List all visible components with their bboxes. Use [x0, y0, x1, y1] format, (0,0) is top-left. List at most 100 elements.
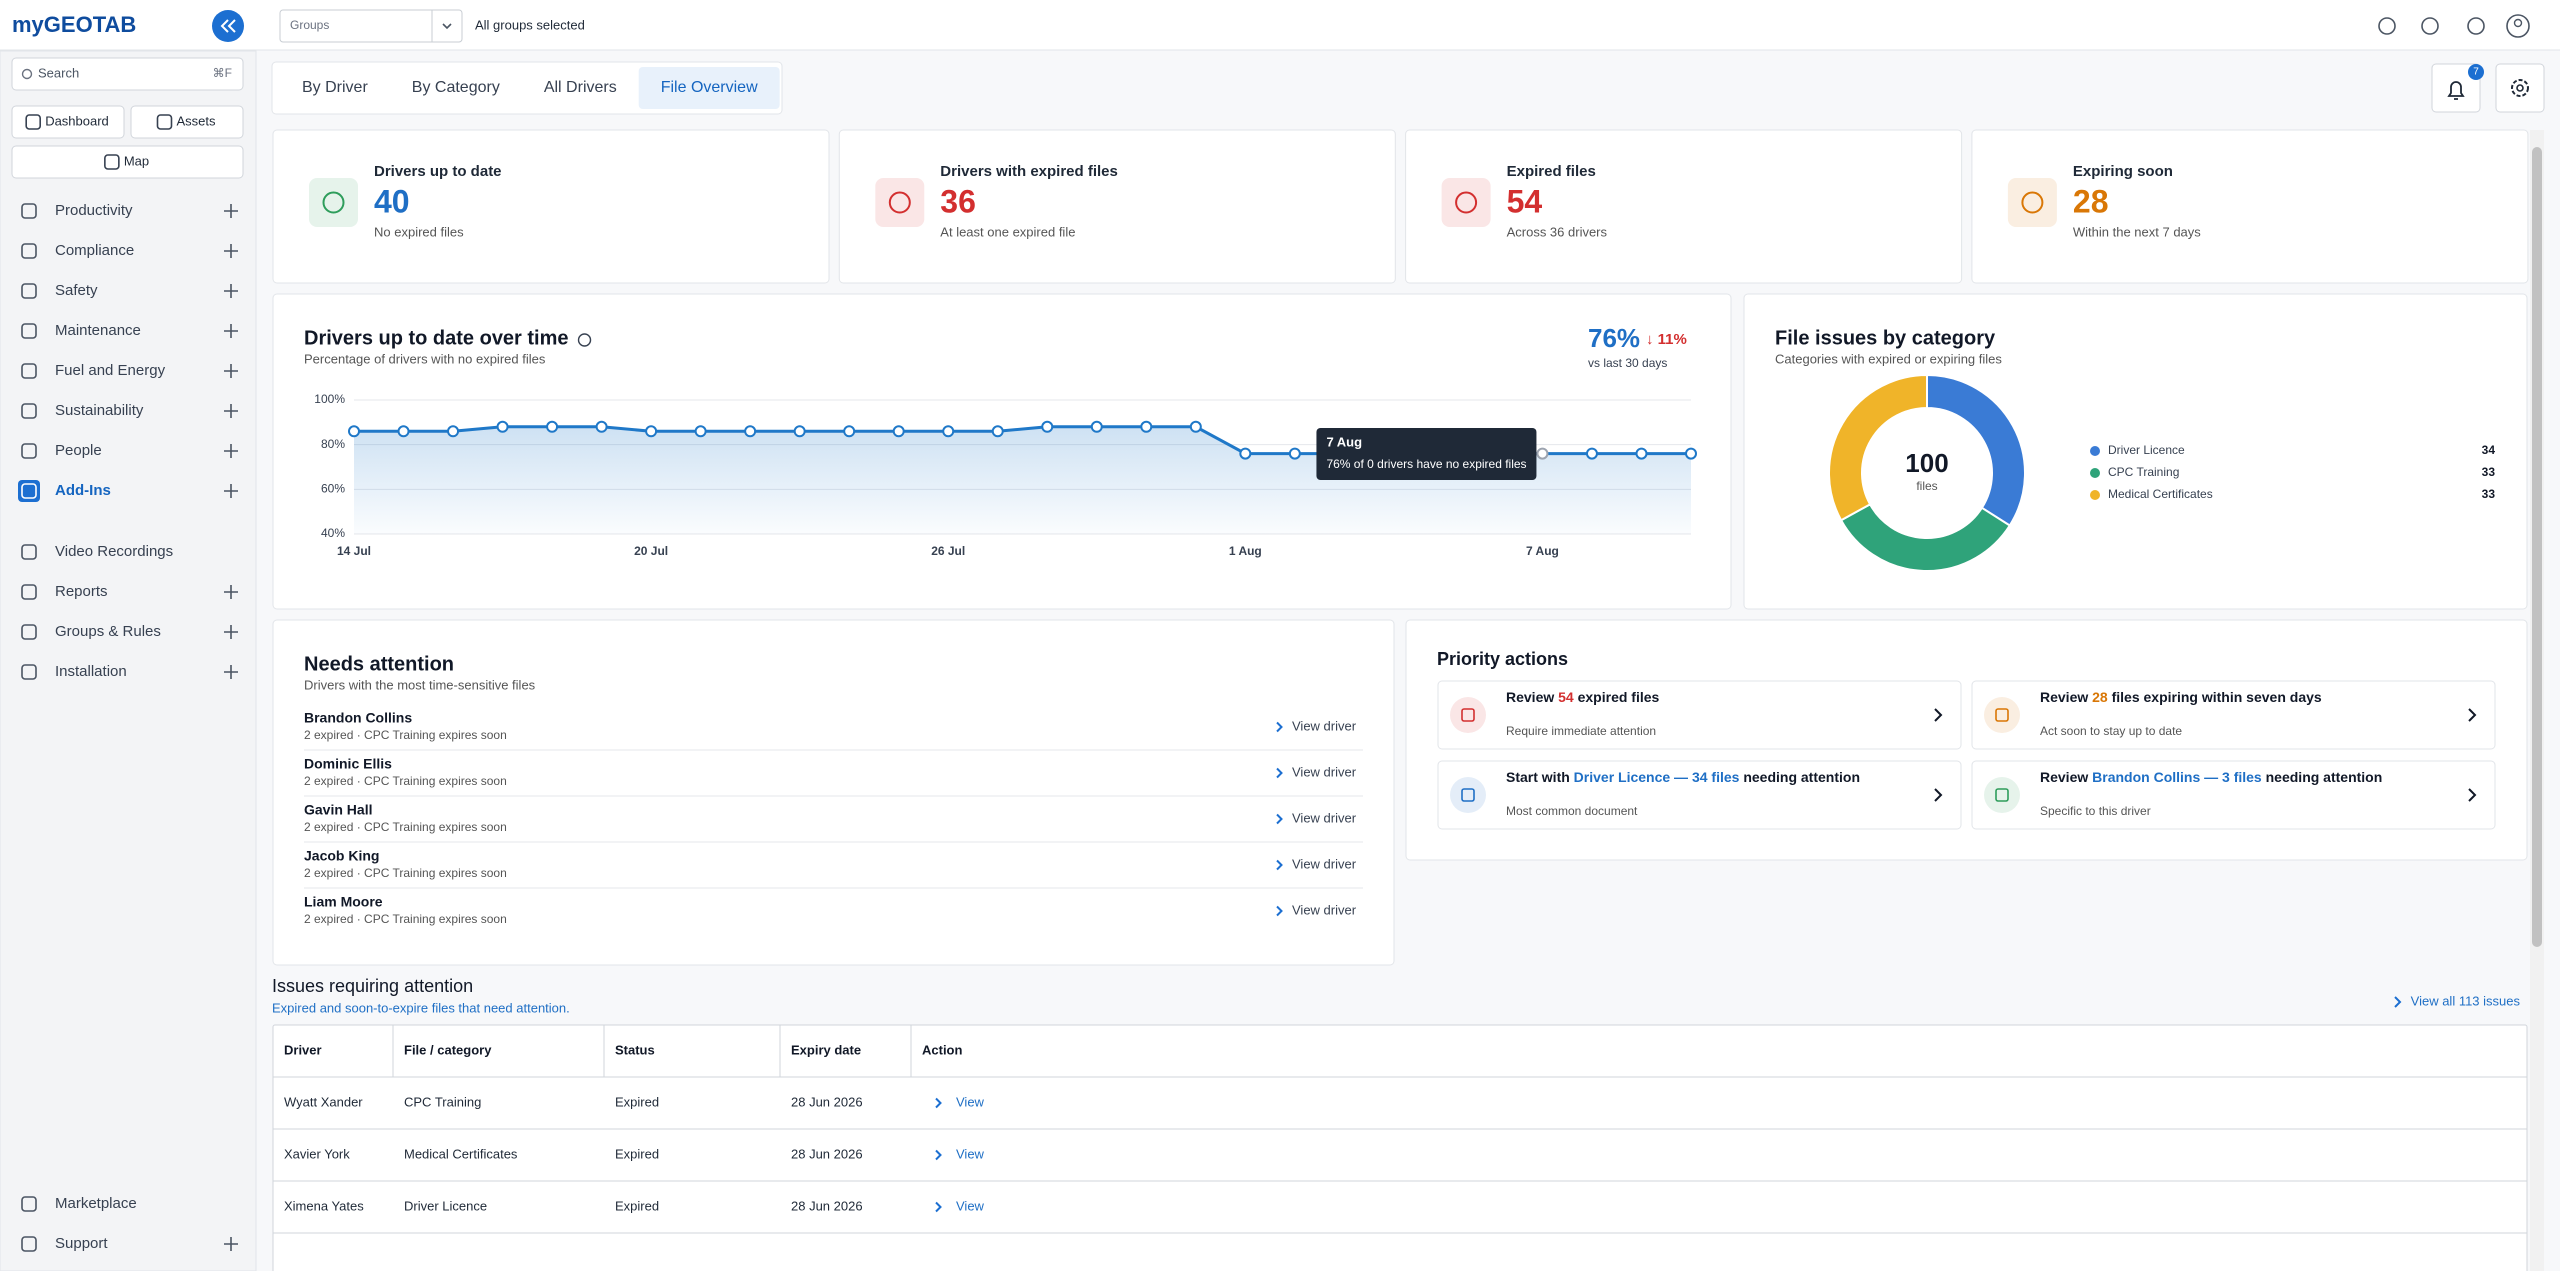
- chevron-icon: [2394, 996, 2402, 1008]
- donut-slice: [1926, 373, 2026, 527]
- view-link[interactable]: View: [956, 1198, 985, 1213]
- point: [645, 425, 658, 438]
- table-cell: Expired: [615, 1094, 659, 1109]
- nav-item[interactable]: Video Recordings: [55, 543, 173, 560]
- nav-item[interactable]: Fuel and Energy: [55, 362, 166, 379]
- section-title: Priority actions: [1437, 649, 1568, 669]
- driver-name: Gavin Hall: [304, 802, 372, 818]
- plus-icon: [224, 244, 238, 258]
- nav-icon: [21, 584, 37, 600]
- driver-name: Jacob King: [304, 848, 379, 864]
- tab-background[interactable]: [638, 67, 780, 109]
- chevron-icon: [1276, 859, 1283, 871]
- sidebar-button[interactable]: [11, 145, 244, 179]
- kpi-icon-box: [2007, 178, 2057, 227]
- tab[interactable]: File Overview: [661, 79, 758, 96]
- nav-icon: [104, 154, 120, 170]
- nav-icon: [21, 203, 37, 219]
- view-driver-link[interactable]: View driver: [1292, 902, 1357, 917]
- x-tick-label: 26 Jul: [931, 544, 965, 558]
- nav-item[interactable]: Marketplace: [55, 1195, 137, 1212]
- nav-item[interactable]: Productivity: [55, 202, 133, 219]
- view-driver-link[interactable]: View driver: [1292, 718, 1357, 733]
- sidebar-button[interactable]: [11, 105, 125, 139]
- x-tick-label: 14 Jul: [337, 544, 371, 558]
- kpi-icon: [2021, 191, 2044, 214]
- chart-subtitle: Categories with expired or expiring file…: [1775, 351, 2002, 366]
- nav-icon: [21, 624, 37, 640]
- column-header: File / category: [404, 1042, 492, 1057]
- driver-detail: 2 expired · CPC Training expires soon: [304, 728, 507, 742]
- view-link[interactable]: View: [956, 1094, 985, 1109]
- summary-value: 76%: [1588, 323, 1640, 353]
- kpi-value: 28: [2073, 183, 2109, 219]
- priority-action[interactable]: [1971, 760, 2496, 830]
- priority-action[interactable]: [1437, 760, 1962, 830]
- topbar-icon[interactable]: [2378, 17, 2396, 35]
- nav-icon: [21, 1196, 37, 1212]
- tab[interactable]: By Category: [412, 79, 500, 96]
- point: [595, 420, 608, 433]
- nav-icon: [25, 114, 41, 130]
- nav-item[interactable]: Groups & Rules: [55, 623, 161, 640]
- point: [1585, 447, 1598, 460]
- user-menu[interactable]: [2506, 14, 2530, 38]
- nav-item[interactable]: Support: [55, 1235, 108, 1252]
- scrollbar-thumb[interactable]: [2532, 147, 2542, 947]
- table-cell: Wyatt Xander: [284, 1094, 363, 1109]
- groups-select[interactable]: [279, 9, 463, 43]
- sidebar: [0, 50, 257, 1271]
- issues-table: [272, 1024, 2528, 1271]
- nav-item[interactable]: Installation: [55, 663, 127, 680]
- nav-icon: [21, 403, 37, 419]
- nav-item[interactable]: Add-Ins: [55, 482, 111, 499]
- action-icon: [1995, 788, 2009, 802]
- sidebar-button[interactable]: [130, 105, 244, 139]
- nav-item[interactable]: Compliance: [55, 242, 134, 259]
- notifications-button[interactable]: [2431, 63, 2481, 113]
- chevron-icon: [1934, 708, 1943, 722]
- point: [1140, 420, 1153, 433]
- priority-action[interactable]: [1971, 680, 2496, 750]
- sidebar-button-label: Dashboard: [45, 113, 109, 128]
- table-cell: 28 Jun 2026: [791, 1146, 863, 1161]
- point: [1685, 447, 1697, 460]
- search-box[interactable]: [11, 57, 244, 91]
- priority-action[interactable]: [1437, 680, 1962, 750]
- plus-icon: [224, 444, 238, 458]
- kpi-title: Expiring soon: [2073, 163, 2173, 180]
- tab[interactable]: By Driver: [302, 79, 368, 96]
- view-link[interactable]: View: [956, 1146, 985, 1161]
- action-subtitle: Specific to this driver: [2040, 804, 2151, 818]
- legend-value: 34: [2482, 443, 2496, 457]
- view-driver-link[interactable]: View driver: [1292, 856, 1357, 871]
- summary-note: vs last 30 days: [1588, 356, 1667, 370]
- nav-item[interactable]: Sustainability: [55, 402, 144, 419]
- view-driver-link[interactable]: View driver: [1292, 764, 1357, 779]
- nav-item[interactable]: Maintenance: [55, 322, 141, 339]
- legend-swatch: [2090, 490, 2100, 500]
- active-icon: [18, 480, 40, 502]
- plus-icon: [224, 364, 238, 378]
- nav-item[interactable]: Reports: [55, 583, 108, 600]
- bell-icon: [2447, 81, 2465, 100]
- chevron-icon: [1276, 767, 1283, 779]
- topbar-icon[interactable]: [2467, 17, 2485, 35]
- point: [1090, 420, 1103, 433]
- point: [1189, 420, 1202, 433]
- settings-button[interactable]: [2495, 63, 2545, 113]
- driver-detail: 2 expired · CPC Training expires soon: [304, 912, 507, 926]
- chevron-icon: [935, 1097, 942, 1109]
- nav-item[interactable]: People: [55, 442, 102, 459]
- view-all-link[interactable]: View all 113 issues: [2411, 993, 2521, 1008]
- tab[interactable]: All Drivers: [544, 79, 617, 96]
- kpi-icon: [888, 191, 911, 214]
- action-title-part: needing attention: [2262, 769, 2383, 785]
- section-subtitle: Drivers with the most time-sensitive fil…: [304, 677, 536, 692]
- topbar-icon[interactable]: [2421, 17, 2439, 35]
- view-driver-link[interactable]: View driver: [1292, 810, 1357, 825]
- plus-icon: [224, 404, 238, 418]
- x-tick-label: 20 Jul: [634, 544, 668, 558]
- nav-item[interactable]: Safety: [55, 282, 98, 299]
